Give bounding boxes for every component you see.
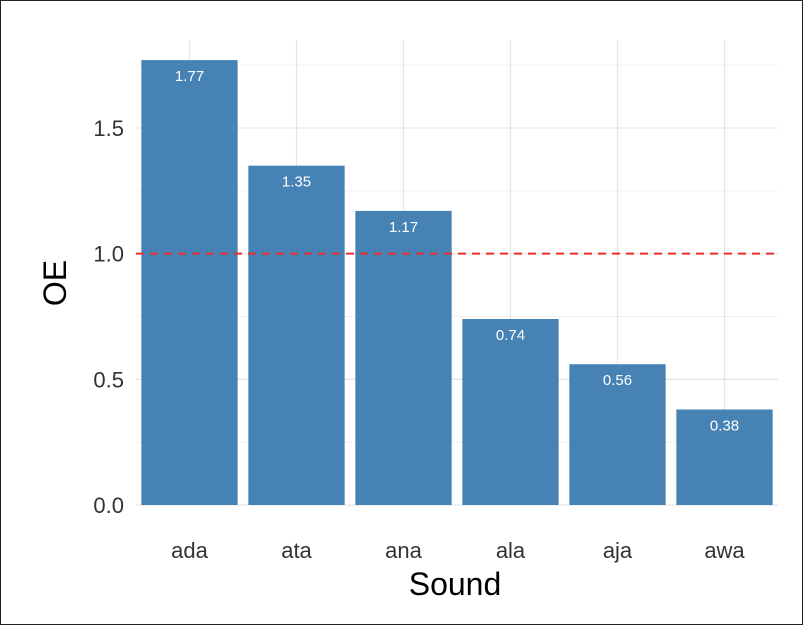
bar-ada [141,60,238,506]
bars [141,60,773,506]
y-tick-label: 0.0 [93,493,124,518]
x-tick-label: ana [385,538,422,563]
x-axis-ticks: ada ata ana ala aja awa [171,538,745,563]
x-tick-label: ata [281,538,312,563]
y-axis-ticks: 0.0 0.5 1.0 1.5 [93,116,124,518]
y-axis-title: OE [37,260,73,306]
bar-ala [462,319,559,505]
x-axis-title: Sound [409,566,502,602]
x-tick-label: ada [171,538,208,563]
y-tick-label: 1.0 [93,242,124,267]
bar-ata [248,165,345,506]
bar-aja [569,364,666,505]
bar-value-label-ala: 0.74 [496,327,525,344]
x-tick-label: ala [496,538,526,563]
y-tick-label: 1.5 [93,116,124,141]
x-tick-label: aja [603,538,633,563]
bar-value-label-ana: 1.17 [389,219,418,236]
bar-value-label-awa: 0.38 [710,417,739,434]
x-tick-label: awa [704,538,745,563]
bar-value-label-ata: 1.35 [282,174,311,191]
bar-awa [676,409,773,505]
bar-value-label-ada: 1.77 [175,68,204,85]
bar-value-label-aja: 0.56 [603,372,632,389]
bar-value-labels: 1.77 1.35 1.17 0.74 0.56 0.38 [175,68,739,434]
y-tick-label: 0.5 [93,367,124,392]
bar-ana [355,210,452,505]
